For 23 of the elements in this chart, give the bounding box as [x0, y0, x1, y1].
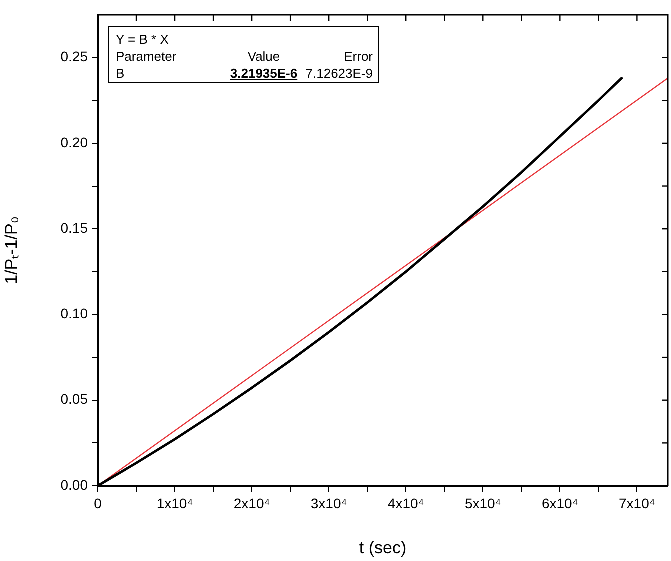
x-tick-label: 5x10⁴	[464, 495, 502, 512]
x-tick-label: 4x10⁴	[388, 495, 424, 512]
annotation: Y = B * X	[116, 32, 170, 47]
x-tick-label: 3x10⁴	[310, 495, 348, 512]
y-tick-label: 0.25	[60, 48, 88, 65]
x-tick-label: 0	[94, 495, 102, 512]
x-tick-label: 6x10⁴	[542, 495, 578, 512]
annotation: Parameter	[116, 49, 178, 64]
x-tick-label: 7x10⁴	[619, 495, 656, 512]
y-tick-label: 0.10	[60, 306, 88, 322]
y-tick-label: 0.15	[60, 220, 88, 236]
y-tick-label: 0.20	[60, 134, 88, 150]
annotation: Value	[248, 49, 280, 64]
y-axis-title: 1/Pₜ-1/P₀	[2, 216, 21, 284]
x-axis-title: t (sec)	[359, 538, 407, 558]
y-tick-label: 0.00	[60, 476, 88, 493]
y-tick-label: 0.05	[60, 391, 88, 408]
annotation: Error	[344, 49, 374, 64]
annotation: 7.12623E-9	[306, 66, 373, 81]
x-tick-label: 2x10⁴	[234, 495, 270, 512]
annotation: 3.21935E-6	[230, 66, 298, 81]
annotation: B	[116, 66, 125, 81]
x-tick-label: 1x10⁴	[156, 495, 194, 512]
